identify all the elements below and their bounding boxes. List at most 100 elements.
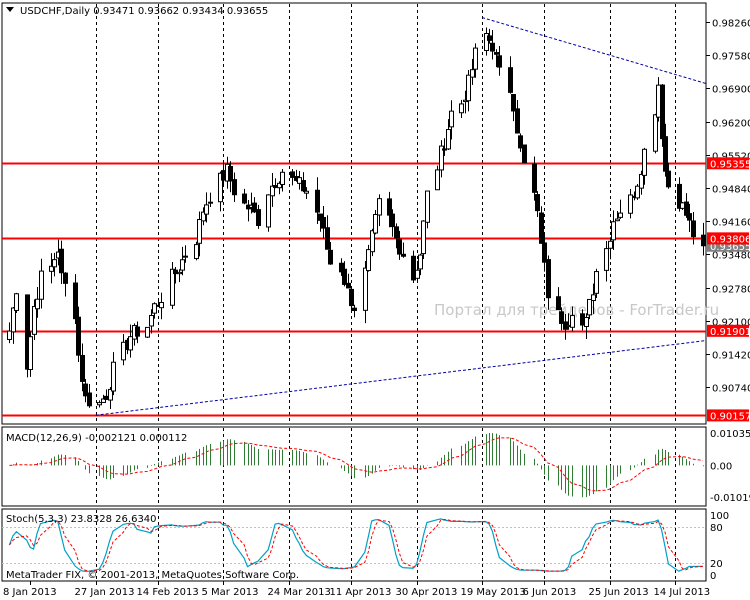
watermark: Портал для трейдеров - ForTrader.ru: [434, 301, 719, 319]
price-axis: 0.98260 0.97580 0.96900 0.96200 0.95520 0.948…: [706, 19, 750, 395]
candle-bull: [14, 293, 19, 311]
candle-bull: [177, 271, 182, 275]
candle-bear: [677, 183, 682, 209]
candle-bear: [515, 108, 520, 134]
candle-bear: [173, 269, 178, 275]
candle-bear: [539, 212, 544, 244]
candle-bull: [304, 190, 309, 194]
candle-bull: [266, 194, 271, 228]
macd-title: MACD(12,26,9) -0.002121 0.000112: [6, 433, 187, 444]
price-tick-label: 0.97580: [712, 52, 750, 63]
date-axis: 8 Jan 2013 27 Jan 2013 14 Feb 2013 5 Mar 20…: [3, 581, 710, 598]
candle-bear: [76, 316, 81, 356]
candle-bull: [611, 221, 616, 241]
candle-bear: [490, 42, 495, 52]
price-trendlines: [95, 17, 707, 416]
stoch-panel[interactable]: Stoch(5,3,3) 23.8328 26.6340 MetaTrader …: [1, 508, 729, 582]
price-horizontal-levels: [2, 162, 706, 417]
price-tick-label: 0.91420: [712, 351, 750, 362]
candle-bull: [52, 259, 57, 268]
candle-bull: [208, 201, 213, 204]
candle-bear: [532, 163, 537, 193]
candle-bull: [194, 244, 199, 260]
candle-bear: [252, 202, 257, 213]
candle-bull: [473, 47, 478, 70]
date-label: 25 Jun 2013: [589, 587, 649, 598]
candle-bear: [401, 253, 406, 257]
candle-bear: [256, 209, 261, 226]
candle-bull: [128, 336, 133, 351]
price-tick-label: 0.98260: [712, 19, 750, 30]
candle-bull: [439, 145, 444, 171]
candle-bear: [556, 296, 561, 311]
level-badge-bg: [707, 157, 749, 170]
candle-bull: [594, 271, 599, 294]
candle-bear: [301, 180, 306, 192]
candle-bull: [615, 218, 620, 222]
candle-bear: [273, 185, 278, 188]
price-tick-label: 0.94160: [712, 218, 750, 229]
candle-bear: [442, 148, 447, 151]
candle-bull: [446, 129, 451, 150]
candle-bear: [522, 144, 527, 164]
price-candles: [7, 27, 706, 410]
stoch-tick-label: 100: [710, 511, 729, 522]
candle-bull: [418, 254, 423, 270]
header-triangle-icon: [6, 7, 14, 12]
candle-bull: [373, 213, 378, 234]
candle-bear: [387, 198, 392, 216]
candle-bear: [346, 282, 351, 289]
macd-panel[interactable]: MACD(12,26,9) -0.002121 0.000112 0.01035…: [1, 426, 750, 507]
candle-bull: [145, 326, 150, 338]
candle-bear: [63, 272, 68, 284]
candle-bear: [542, 242, 547, 263]
level-badge-bg: [707, 324, 749, 337]
candle-bull: [270, 185, 275, 197]
stoch-title: Stoch(5,3,3) 23.8328 26.6340: [6, 514, 157, 525]
candle-bull: [608, 240, 613, 249]
date-label: 27 Jan 2013: [75, 587, 135, 598]
candle-bear: [315, 189, 320, 213]
level-badge: 0.90157: [710, 411, 750, 422]
candle-bull: [32, 306, 37, 335]
candle-bull: [628, 194, 633, 214]
price-tick-label: 0.92100: [712, 318, 750, 329]
candle-bear: [511, 93, 516, 112]
price-level-badges: 0.953550.938060.919010.901570.936550.938…: [707, 157, 750, 422]
candle-bear: [411, 255, 416, 281]
candle-bull: [466, 74, 471, 102]
date-label: 14 Feb 2013: [137, 587, 199, 598]
candle-bear: [687, 213, 692, 221]
candle-bear: [701, 234, 706, 247]
candle-bull: [421, 220, 426, 255]
price-tick-label: 0.96900: [712, 85, 750, 96]
candle-bear: [242, 193, 247, 204]
candle-bull: [425, 190, 430, 223]
macd-axis: 0.010359 0.00 -0.010197: [710, 429, 750, 504]
candle-bull: [280, 171, 285, 185]
candle-bull: [484, 33, 489, 51]
candle-bull: [28, 336, 33, 371]
candle-bear: [290, 171, 295, 178]
candle-bull: [584, 316, 589, 328]
stoch-tick-label: 80: [710, 523, 723, 534]
candle-bull: [591, 294, 596, 302]
candle-bear: [321, 216, 326, 229]
price-tick-label: 0.94840: [712, 185, 750, 196]
level-badge: 0.95355: [710, 159, 750, 170]
candle-bull: [363, 267, 368, 311]
candle-bull: [204, 204, 209, 215]
price-panel[interactable]: Портал для трейдеров - ForTrader.ru USDC…: [1, 2, 750, 425]
candle-bear: [349, 288, 354, 307]
candle-bear: [342, 268, 347, 285]
candle-bear: [508, 67, 513, 93]
candle-bear: [25, 294, 30, 370]
candle-bull: [618, 212, 623, 218]
candle-bull: [366, 249, 371, 272]
stoch-panel-frame: [1, 508, 707, 582]
candle-bear: [325, 227, 330, 250]
macd-signal-line: [9, 437, 703, 492]
candle-bear: [73, 282, 78, 320]
current-price-label: 0.93655: [710, 242, 750, 253]
